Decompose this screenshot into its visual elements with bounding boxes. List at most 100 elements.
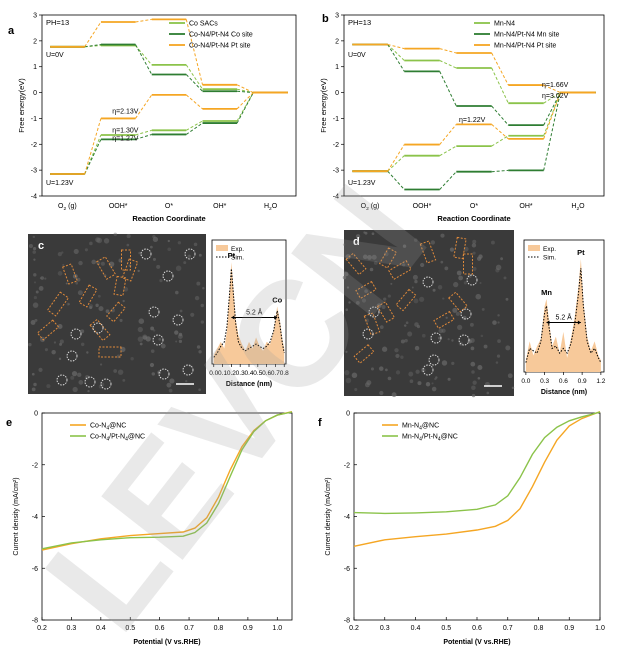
stem-speckle bbox=[31, 387, 36, 392]
stem-speckle bbox=[435, 376, 438, 379]
stem-speckle bbox=[72, 386, 78, 393]
plot-frame bbox=[353, 412, 601, 621]
stem-speckle bbox=[469, 322, 474, 327]
stem-speckle bbox=[105, 309, 110, 314]
stem-speckle bbox=[174, 330, 179, 335]
x-tick-label: 0.1 bbox=[218, 370, 227, 377]
y-tick-label: -8 bbox=[32, 618, 38, 625]
single-atom-circle bbox=[362, 328, 374, 340]
stem-speckle bbox=[190, 312, 195, 317]
energy-connector bbox=[491, 169, 509, 173]
stem-speckle bbox=[395, 370, 401, 375]
x-tick-label: 0.8 bbox=[280, 370, 289, 377]
stem-speckle bbox=[394, 348, 399, 353]
stem-speckle bbox=[408, 371, 414, 377]
stem-speckle bbox=[503, 276, 507, 280]
stem-speckle bbox=[113, 369, 118, 373]
stem-speckle bbox=[472, 380, 477, 385]
stem-speckle bbox=[412, 274, 418, 280]
stem-speckle bbox=[150, 349, 155, 354]
y-tick-label: 1 bbox=[33, 64, 37, 71]
stem-speckle bbox=[110, 308, 115, 313]
stem-speckle bbox=[169, 378, 175, 384]
panel-c: 0.0 0.1 0.2 0.3 0.4 0.5 0.6 0.7 0.8 Distance (nm)… bbox=[28, 232, 289, 394]
energy-connector bbox=[543, 92, 561, 126]
stem-speckle bbox=[405, 321, 409, 325]
stem-speckle bbox=[351, 372, 358, 379]
single-atom-circle bbox=[422, 364, 434, 376]
single-atom-circle bbox=[184, 248, 196, 260]
stem-speckle bbox=[373, 260, 378, 265]
plot-frame bbox=[343, 14, 605, 197]
overpotential-label: η=1.66V bbox=[542, 82, 569, 89]
stem-speckle bbox=[447, 338, 450, 341]
dual-atom-box bbox=[363, 312, 381, 336]
y-tick-label: 0 bbox=[33, 90, 37, 97]
x-tick-label: 0.9 bbox=[564, 625, 574, 632]
stem-speckle bbox=[95, 237, 101, 243]
energy-connector bbox=[491, 52, 509, 86]
stem-speckle bbox=[385, 368, 388, 372]
spacing-label: 5.2 Å bbox=[246, 308, 263, 317]
exp-profile-area bbox=[213, 262, 285, 364]
panel-b: -4 -3 -2 -1 0 1 2 3 Free energy(eV) Reaction Coor… bbox=[319, 13, 605, 223]
stem-speckle bbox=[156, 264, 161, 269]
stem-speckle bbox=[402, 244, 407, 248]
x-tick-label: 0.8 bbox=[534, 625, 544, 632]
dual-atom-box bbox=[353, 344, 375, 364]
stem-speckle bbox=[444, 266, 449, 271]
stem-speckle bbox=[44, 348, 48, 352]
stem-speckle bbox=[344, 370, 350, 376]
stem-speckle bbox=[126, 234, 131, 239]
stem-speckle bbox=[355, 300, 360, 305]
stem-speckle bbox=[387, 376, 392, 381]
stem-speckle bbox=[80, 342, 85, 347]
stem-speckle bbox=[59, 342, 63, 346]
legend-label: Mn-N4/Pt-N4@NC bbox=[402, 434, 458, 443]
stem-speckle bbox=[411, 286, 414, 289]
y-tick-label: 1 bbox=[335, 64, 339, 71]
x-tick-label: 0.7 bbox=[503, 625, 513, 632]
panel-label-d: d bbox=[353, 236, 360, 248]
stem-speckle bbox=[407, 331, 413, 337]
stem-speckle bbox=[413, 298, 419, 304]
y-tick-label: 0 bbox=[34, 411, 38, 418]
stem-speckle bbox=[91, 259, 97, 265]
stem-speckle bbox=[455, 311, 460, 316]
single-atom-circle bbox=[92, 322, 104, 334]
stem-speckle bbox=[174, 290, 179, 295]
stem-speckle bbox=[126, 243, 130, 247]
x-tick-label: 0.9 bbox=[578, 378, 587, 385]
stem-speckle bbox=[495, 264, 502, 271]
energy-connector bbox=[135, 44, 153, 75]
single-atom-circle bbox=[428, 354, 440, 366]
stem-speckle bbox=[38, 286, 44, 291]
y-tick-label: -3 bbox=[31, 168, 37, 175]
stem-speckle bbox=[87, 389, 90, 393]
stem-speckle bbox=[497, 321, 500, 324]
stem-speckle bbox=[149, 245, 153, 249]
x-tick-label: 0.6 bbox=[262, 370, 271, 377]
stem-speckle bbox=[58, 357, 62, 361]
stem-speckle bbox=[415, 369, 420, 374]
stem-speckle bbox=[137, 326, 143, 333]
y-tick-label: -1 bbox=[333, 116, 339, 123]
stem-speckle bbox=[495, 361, 499, 364]
dual-atom-box bbox=[463, 253, 473, 275]
x-tick-label: 0.2 bbox=[349, 625, 359, 632]
stem-speckle bbox=[511, 386, 515, 390]
stem-speckle bbox=[458, 275, 464, 281]
x-tick-label: 0.4 bbox=[244, 370, 253, 377]
single-atom-circle bbox=[70, 328, 82, 340]
legend-swatch bbox=[216, 245, 228, 251]
stem-speckle bbox=[480, 334, 484, 338]
legend-label: Mn-N4@NC bbox=[402, 423, 439, 432]
stem-speckle bbox=[342, 243, 346, 246]
x-tick-label: 0.5 bbox=[441, 625, 451, 632]
stem-speckle bbox=[139, 342, 143, 346]
energy-connector bbox=[135, 45, 153, 66]
legend-label: Sim. bbox=[231, 255, 244, 262]
energy-connector bbox=[543, 92, 561, 136]
stem-speckle bbox=[158, 337, 162, 341]
overpotential-label: η=2.13V bbox=[112, 109, 139, 116]
